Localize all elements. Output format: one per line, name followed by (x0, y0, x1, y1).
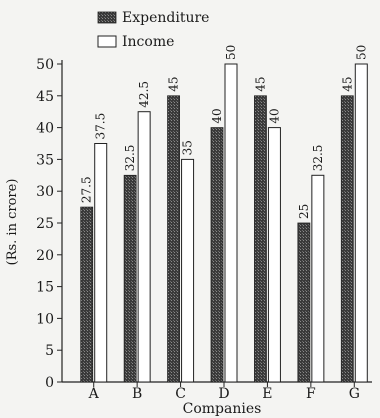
bar-expenditure (167, 95, 180, 383)
bar-income (181, 158, 195, 383)
bar-income (137, 111, 151, 383)
bar-expenditure (297, 222, 311, 383)
data-label-expenditure: 45 (253, 77, 267, 92)
bar-income (267, 127, 281, 383)
x-tick-label: D (218, 386, 229, 402)
bars: 27.5 37.5 32.5 42.5 45 35 40 50 45 40 25 32.5 45 50 (80, 45, 368, 383)
y-tick-label: 20 (36, 248, 54, 264)
data-label-income: 50 (354, 45, 368, 60)
legend-swatch-expenditure (97, 11, 117, 24)
legend-label-expenditure: Expenditure (122, 10, 209, 26)
data-label-income: 40 (267, 108, 281, 123)
data-label-income: 50 (224, 45, 238, 60)
data-label-expenditure: 25 (297, 204, 311, 219)
bar-income (311, 174, 325, 383)
data-label-income: 35 (181, 140, 195, 155)
bar-income (224, 63, 238, 383)
y-tick-label: 35 (36, 152, 54, 168)
x-tick-label: F (306, 386, 316, 402)
data-label-expenditure: 27.5 (80, 176, 94, 203)
x-ticks: A B C D E F G (88, 382, 360, 402)
x-tick-label: G (349, 386, 360, 402)
data-label-expenditure: 45 (167, 77, 181, 92)
legend: Expenditure Income (97, 10, 209, 50)
data-label-income: 42.5 (137, 81, 151, 108)
data-label-expenditure: 32.5 (123, 145, 137, 172)
y-tick-label: 10 (36, 311, 54, 327)
bar-expenditure (340, 95, 354, 383)
y-ticks: 0 5 10 15 20 25 30 35 40 45 50 (36, 57, 62, 391)
bar-income (354, 63, 368, 383)
bar-expenditure (254, 95, 267, 383)
y-tick-label: 25 (36, 216, 54, 232)
x-axis-label: Companies (183, 401, 262, 417)
x-tick-label: E (262, 386, 272, 402)
legend-label-income: Income (122, 34, 174, 50)
x-tick-label: C (175, 386, 186, 402)
y-axis-label: (Rs. in crore) (5, 179, 20, 266)
x-tick-label: B (132, 386, 142, 402)
y-tick-label: 30 (36, 184, 54, 200)
y-tick-label: 5 (45, 343, 54, 359)
y-tick-label: 0 (45, 375, 54, 391)
data-label-income: 37.5 (94, 113, 108, 140)
data-label-expenditure: 40 (210, 108, 224, 123)
y-tick-label: 15 (36, 280, 54, 296)
y-tick-label: 50 (36, 57, 54, 73)
legend-swatch-income (97, 35, 117, 48)
y-tick-label: 40 (36, 121, 54, 137)
bar-expenditure (123, 174, 137, 383)
bar-expenditure (210, 127, 224, 383)
bar-income (94, 143, 108, 383)
bar-expenditure (80, 206, 94, 383)
data-label-income: 32.5 (311, 145, 325, 172)
x-tick-label: A (88, 386, 100, 402)
data-label-expenditure: 45 (340, 77, 354, 92)
y-tick-label: 45 (36, 89, 54, 105)
